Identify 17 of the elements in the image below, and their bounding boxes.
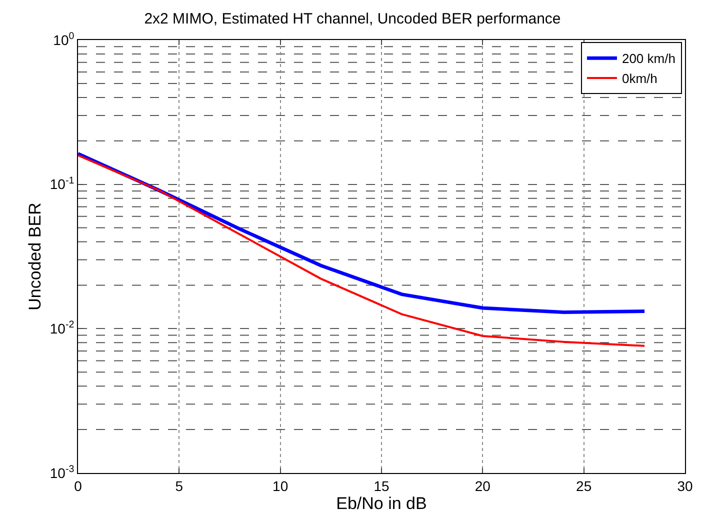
- y-axis-title: Uncoded BER: [25, 202, 44, 310]
- x-tick-label: 10: [272, 478, 288, 494]
- y-tick-label: 10$^{-3}$: [50, 464, 75, 481]
- x-axis-title: Eb/No in dB: [336, 494, 427, 513]
- y-tick-label: 10$^{-1}$: [50, 175, 74, 192]
- line-series: [78, 154, 646, 347]
- x-tick-label: 0: [74, 478, 82, 494]
- x-tick-label: 25: [576, 478, 592, 494]
- x-tick-label: 20: [474, 478, 491, 494]
- y-tick-label: 10$^{0}$: [53, 31, 75, 48]
- x-tick-label: 5: [175, 478, 184, 494]
- x-tick-label: 15: [374, 478, 390, 494]
- legend-label: 0km/h: [622, 71, 658, 86]
- y-tick-label: 10$^{-2}$: [50, 320, 74, 337]
- legend-label: 200 km/h: [622, 51, 676, 66]
- chart-title: 2x2 MIMO, Estimated HT channel, Uncoded BER performance: [144, 10, 561, 28]
- x-tick-label: 30: [677, 478, 693, 494]
